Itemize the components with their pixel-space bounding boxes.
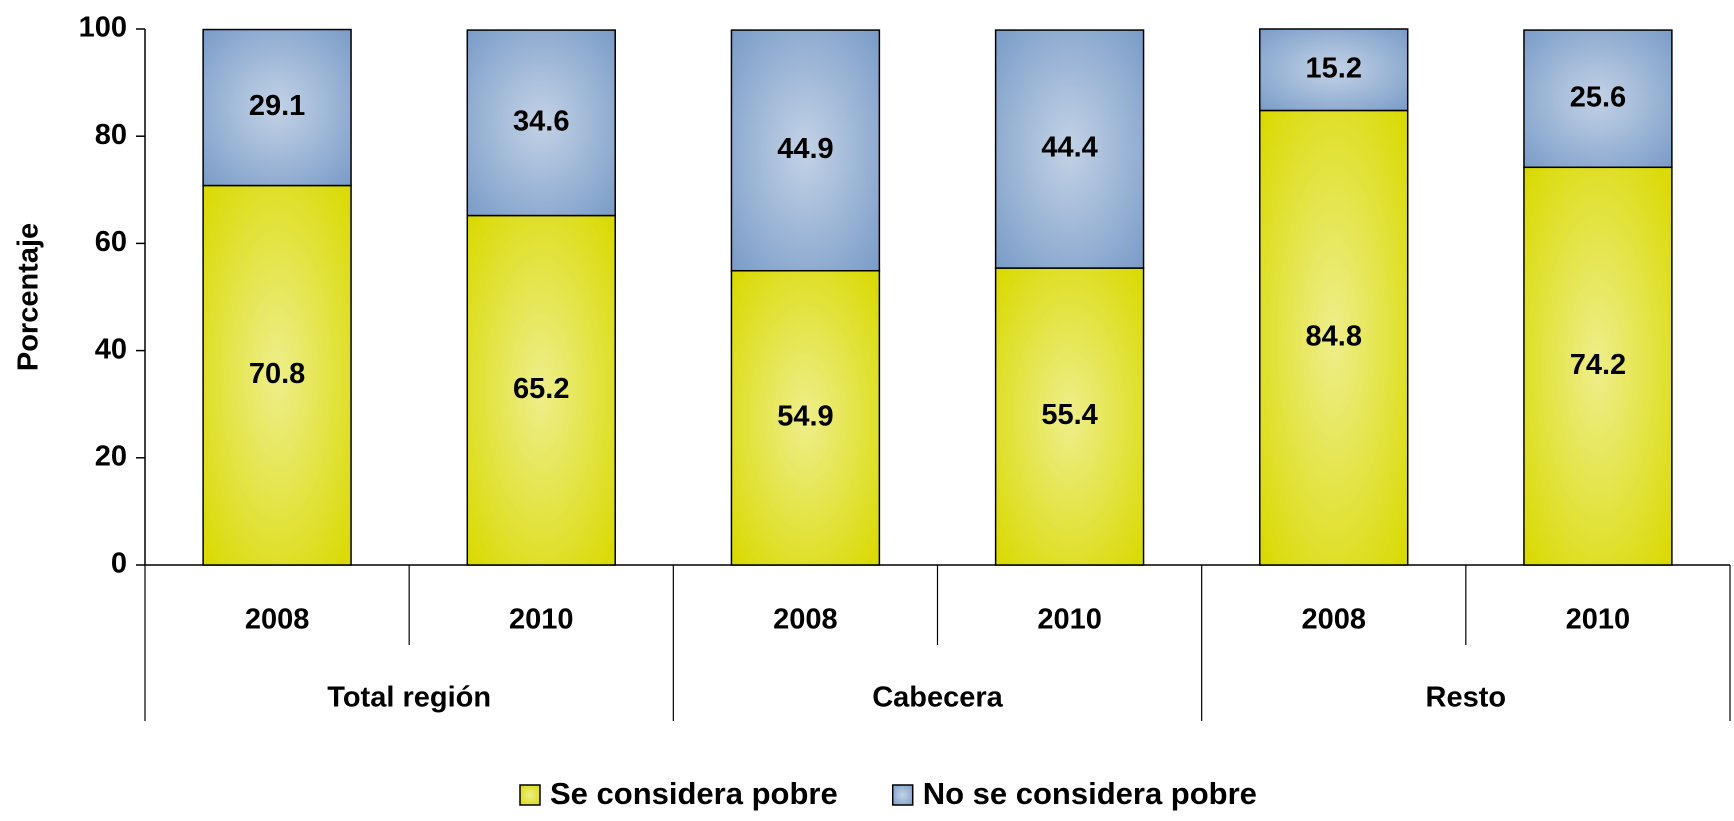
bar-segment	[466, 214, 616, 566]
data-label: 25.6	[1570, 81, 1626, 113]
data-label: 65.2	[513, 373, 569, 405]
data-label: 29.1	[249, 90, 305, 122]
data-label: 70.8	[249, 358, 305, 390]
y-tick-label: 20	[95, 440, 127, 472]
legend-label: No se considera pobre	[923, 776, 1257, 811]
bar-segment	[1523, 166, 1673, 566]
data-label: 15.2	[1306, 52, 1362, 84]
y-tick-label: 40	[95, 333, 127, 365]
bar-segment	[1523, 29, 1673, 169]
bar-segment	[1259, 28, 1409, 112]
y-tick-label: 60	[95, 226, 127, 258]
group-label: Total región	[327, 682, 491, 714]
y-tick-label: 100	[79, 12, 127, 44]
bar-segment	[1259, 109, 1409, 566]
data-label: 44.9	[777, 133, 833, 165]
data-label: 54.9	[777, 401, 833, 433]
y-axis-label: Porcentaje	[13, 223, 45, 371]
y-tick-label: 0	[111, 548, 127, 580]
bar-segment	[730, 29, 881, 272]
x-tick-label: 2010	[1566, 604, 1631, 636]
data-label: 74.2	[1570, 349, 1626, 381]
data-label: 34.6	[513, 105, 569, 137]
bar-segment	[994, 29, 1145, 269]
data-label: 84.8	[1306, 320, 1362, 352]
data-label: 55.4	[1041, 399, 1097, 431]
legend-label: Se considera pobre	[550, 776, 838, 811]
group-label: Resto	[1426, 682, 1507, 714]
bar-segment	[202, 28, 352, 187]
x-tick-label: 2008	[1301, 604, 1366, 636]
group-label: Cabecera	[872, 682, 1003, 714]
legend-swatch	[519, 784, 541, 806]
x-tick-label: 2010	[509, 604, 574, 636]
data-label: 44.4	[1041, 132, 1097, 164]
bar-segment	[202, 184, 352, 566]
x-tick-label: 2008	[773, 604, 838, 636]
y-tick-label: 80	[95, 119, 127, 151]
legend-swatch	[891, 784, 914, 806]
x-tick-label: 2010	[1037, 604, 1102, 636]
x-tick-label: 2008	[245, 604, 310, 636]
bar-segment	[466, 29, 616, 217]
bar-segment	[730, 269, 881, 566]
